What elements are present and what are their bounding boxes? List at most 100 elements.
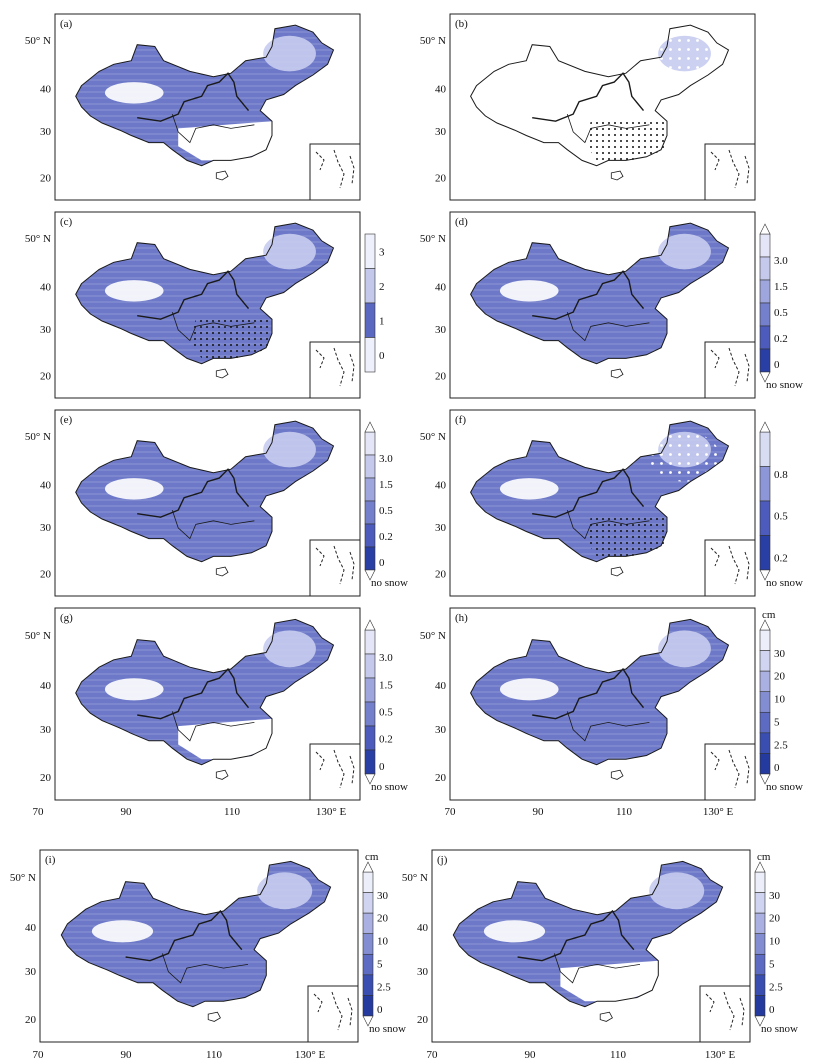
lat-label: 20 bbox=[25, 1014, 37, 1026]
snow-patch-light bbox=[263, 431, 316, 468]
plateau-boundary bbox=[137, 270, 250, 320]
lon-label-110: 110 bbox=[616, 806, 633, 818]
hainan-island bbox=[610, 566, 624, 577]
country-outline bbox=[470, 24, 730, 167]
colorbar-segment bbox=[759, 431, 771, 467]
colorbar-tick-label: 20 bbox=[774, 671, 786, 683]
lat-label: 30 bbox=[435, 324, 447, 336]
colorbar-tick-label: 0.2 bbox=[774, 333, 788, 345]
inset-boundary-lines bbox=[710, 149, 750, 189]
colorbar-segment bbox=[754, 892, 766, 914]
colorbar-tick-label: 3.0 bbox=[774, 255, 788, 267]
lat-label: 50° N bbox=[420, 431, 446, 443]
plateau-boundary bbox=[532, 667, 645, 720]
colorbar-segment bbox=[759, 302, 771, 327]
inset-boundary-lines bbox=[315, 149, 355, 189]
map-panel: (f) 50° N 40 30 20 no snow 0.8 0.5 0.2 bbox=[420, 409, 803, 597]
panel-label: (a) bbox=[60, 18, 73, 30]
colorbar-no-snow-label: no snow bbox=[766, 781, 803, 793]
colorbar-tick-label: 3 bbox=[379, 246, 385, 258]
country-outline bbox=[75, 24, 335, 167]
country-outline bbox=[452, 860, 724, 1008]
plateau-boundary bbox=[532, 468, 645, 518]
colorbar-tick-label: 3.0 bbox=[379, 453, 393, 465]
lon-label-130: 130° E bbox=[705, 1049, 736, 1061]
hainan-island bbox=[215, 566, 229, 577]
station-markers bbox=[584, 117, 667, 161]
colorbar-tick-label: 1.5 bbox=[379, 679, 393, 691]
colorbar-segment bbox=[754, 933, 766, 955]
colorbar-top-arrow bbox=[364, 421, 376, 433]
colorbar: no snow 0.8 0.5 0.2 bbox=[759, 421, 803, 589]
map-panel: (i) 50° N 40 30 20 no snow cm 30 20 10 5 2.5 0 bbox=[10, 849, 406, 1043]
panel-label: (d) bbox=[455, 216, 468, 228]
colorbar-segment bbox=[754, 974, 766, 996]
colorbar: no snow cm 30 20 10 5 2.5 0 bbox=[362, 851, 406, 1035]
colorbar: 3 2 1 0 bbox=[364, 233, 385, 373]
station-markers bbox=[189, 315, 272, 359]
map-panel: (d) 50° N 40 30 20 no snow 3.0 1.5 0.5 0.2 0 bbox=[420, 211, 803, 399]
colorbar-segment bbox=[364, 302, 376, 338]
colorbar-tick-label: 5 bbox=[377, 958, 383, 970]
colorbar-no-snow-label: no snow bbox=[369, 1023, 406, 1035]
river-line bbox=[553, 953, 641, 984]
hainan-island bbox=[215, 769, 229, 780]
lat-label: 50° N bbox=[25, 431, 51, 443]
colorbar-segment bbox=[364, 268, 376, 304]
snow-patch-light bbox=[658, 233, 711, 270]
hainan-island bbox=[207, 1011, 221, 1022]
river-line bbox=[171, 113, 255, 144]
panel-label: (j) bbox=[437, 854, 448, 866]
colorbar-top-arrow bbox=[759, 421, 771, 433]
colorbar-bottom-arrow bbox=[754, 1015, 766, 1027]
lat-label: 20 bbox=[40, 772, 52, 784]
lat-label: 50° N bbox=[402, 872, 428, 884]
no-snow-patch bbox=[104, 280, 164, 302]
colorbar-top-arrow bbox=[759, 619, 771, 631]
station-markers-white bbox=[649, 431, 720, 482]
colorbar-segment bbox=[759, 753, 771, 775]
colorbar-tick-label: 5 bbox=[774, 716, 780, 728]
inset-boundary-lines bbox=[313, 991, 353, 1031]
colorbar-no-snow-label: no snow bbox=[761, 1023, 798, 1035]
colorbar-tick-label: 0 bbox=[379, 761, 385, 773]
lat-label: 30 bbox=[417, 966, 429, 978]
inset-boundary-lines bbox=[705, 991, 745, 1031]
lat-label: 40 bbox=[435, 479, 447, 491]
colorbar-segment bbox=[364, 477, 376, 502]
no-snow-patch bbox=[499, 678, 559, 701]
hainan-island bbox=[610, 368, 624, 379]
lat-label: 50° N bbox=[25, 630, 51, 642]
colorbar-segment bbox=[759, 279, 771, 304]
south-china-sea-inset bbox=[309, 743, 361, 801]
colorbar-tick-label: 1 bbox=[379, 315, 385, 327]
station-markers bbox=[584, 513, 667, 557]
lat-label: 50° N bbox=[420, 35, 446, 47]
panel-label: (c) bbox=[60, 216, 73, 228]
colorbar-segment bbox=[754, 871, 766, 893]
colorbar-tick-label: 0.5 bbox=[774, 511, 788, 523]
colorbar-tick-label: 2.5 bbox=[377, 981, 391, 993]
south-china-sea-inset bbox=[704, 143, 756, 201]
colorbar-tick-label: 1.5 bbox=[774, 281, 788, 293]
panel-label: (e) bbox=[60, 414, 73, 426]
colorbar-top-arrow bbox=[754, 861, 766, 873]
colorbar-segment bbox=[759, 500, 771, 536]
colorbar-bottom-arrow bbox=[759, 569, 771, 581]
lon-label-110: 110 bbox=[206, 1049, 223, 1061]
colorbar-tick-label: 30 bbox=[377, 890, 389, 902]
lon-label-130: 130° E bbox=[316, 806, 347, 818]
colorbar-no-snow-label: no snow bbox=[371, 781, 408, 793]
lat-label: 30 bbox=[435, 724, 447, 736]
lon-label-70: 70 bbox=[445, 806, 457, 818]
snow-patch-light bbox=[257, 872, 313, 910]
colorbar-segment bbox=[364, 454, 376, 479]
lat-label: 50° N bbox=[25, 35, 51, 47]
colorbar-bottom-arrow bbox=[759, 773, 771, 785]
panel-label: (b) bbox=[455, 18, 468, 30]
lat-label: 40 bbox=[40, 479, 52, 491]
colorbar: no snow 3.0 1.5 0.5 0.2 0 bbox=[364, 421, 408, 589]
no-snow-region-south bbox=[178, 121, 272, 161]
river-line bbox=[566, 113, 650, 144]
